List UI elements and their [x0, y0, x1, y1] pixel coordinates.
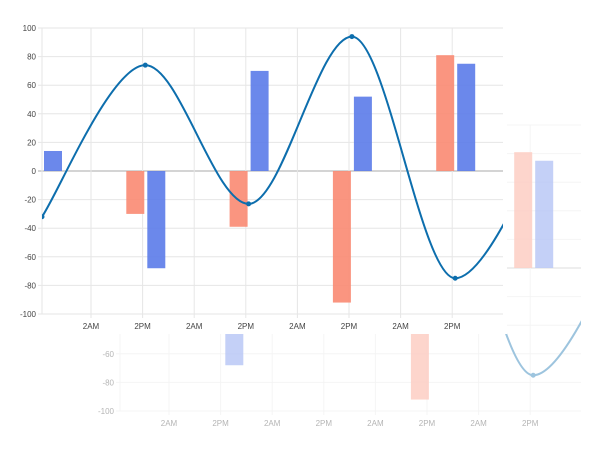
y-tick-label: 60: [27, 81, 36, 90]
blue-bar: [147, 171, 166, 269]
y-tick-label: -60: [24, 253, 36, 262]
line-point: [142, 62, 148, 68]
blue-bar: [353, 96, 372, 171]
line-series: [42, 35, 503, 280]
plot-area: [42, 34, 503, 303]
blue-bar: [457, 63, 476, 171]
y-tick-label: -80: [24, 281, 36, 290]
line-point: [246, 201, 252, 207]
x-tick-label: 2PM: [134, 322, 151, 331]
y-tick-label: -100: [20, 310, 37, 319]
x-tick-label: 2AM: [264, 419, 281, 428]
red-bar: [229, 171, 248, 227]
x-tick-label: 2PM: [444, 322, 461, 331]
y-tick-label: 80: [27, 53, 36, 62]
red-bar: [436, 55, 455, 171]
x-tick-label: 2AM: [161, 419, 178, 428]
y-tick-label: -60: [102, 350, 114, 359]
x-tick-label: 2AM: [186, 322, 203, 331]
blue-bar: [44, 150, 62, 171]
y-tick-label: 0: [32, 167, 37, 176]
x-tick-label: 2AM: [392, 322, 409, 331]
x-tick-label: 2PM: [419, 419, 436, 428]
x-tick-label: 2PM: [316, 419, 333, 428]
x-tick-label: 2PM: [341, 322, 358, 331]
x-tick-label: 2AM: [367, 419, 384, 428]
x-tick-label: 2PM: [522, 419, 539, 428]
y-tick-label: -100: [98, 407, 115, 416]
y-tick-label: -80: [102, 378, 114, 387]
y-tick-label: -20: [24, 196, 36, 205]
line-point: [42, 214, 45, 220]
y-tick-label: -40: [24, 224, 36, 233]
line-point: [452, 275, 458, 281]
x-tick-label: 2AM: [83, 322, 100, 331]
x-tick-label: 2PM: [212, 419, 229, 428]
line-point: [349, 34, 355, 40]
blue-bar: [535, 160, 554, 268]
red-bar: [514, 152, 533, 268]
red-bar: [332, 171, 351, 303]
y-tick-label: 100: [23, 24, 37, 33]
red-bar: [126, 171, 145, 214]
x-tick-label: 2AM: [470, 419, 487, 428]
y-tick-label: 40: [27, 110, 36, 119]
line-point: [530, 372, 536, 378]
x-tick-label: 2AM: [289, 322, 306, 331]
main-chart: 100 80 60 40 20 0 -20 -40 -60 -80 -100 2AM 2PM 2AM 2PM…: [20, 24, 503, 331]
blue-bar: [250, 70, 269, 171]
x-tick-label: 2PM: [238, 322, 255, 331]
y-tick-label: 20: [27, 138, 36, 147]
